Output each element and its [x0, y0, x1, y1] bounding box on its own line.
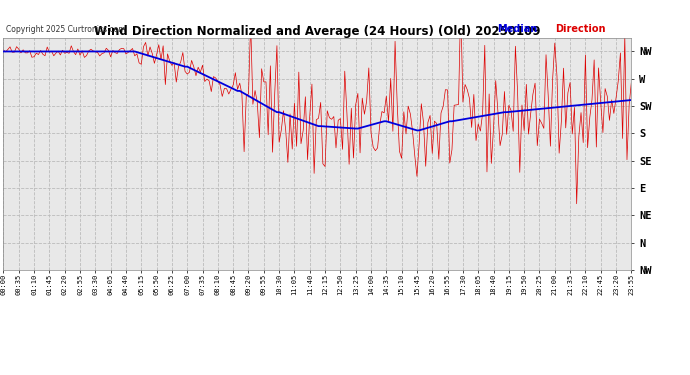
Text: Direction: Direction: [555, 24, 606, 34]
Text: Copyright 2025 Curtronics.com: Copyright 2025 Curtronics.com: [6, 25, 125, 34]
Text: Median: Median: [497, 24, 537, 34]
Title: Wind Direction Normalized and Average (24 Hours) (Old) 20250109: Wind Direction Normalized and Average (2…: [94, 24, 541, 38]
